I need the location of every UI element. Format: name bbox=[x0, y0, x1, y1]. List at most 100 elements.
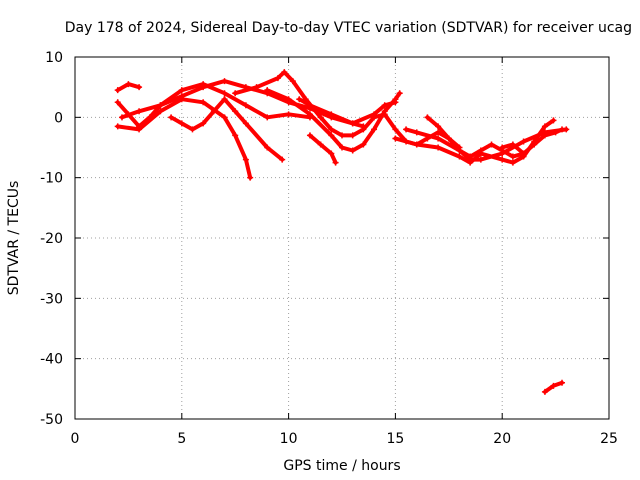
series-line-arc-5 bbox=[169, 97, 227, 132]
data-point bbox=[371, 114, 378, 121]
data-point bbox=[221, 78, 228, 85]
data-point bbox=[403, 126, 410, 133]
data-point bbox=[520, 138, 527, 145]
data-point bbox=[306, 132, 313, 139]
data-point bbox=[467, 159, 474, 166]
x-tick-label: 5 bbox=[177, 431, 186, 447]
series-line-arc-2 bbox=[115, 82, 312, 129]
data-point bbox=[488, 141, 495, 148]
data-point bbox=[136, 126, 143, 133]
data-point bbox=[509, 141, 516, 148]
data-point bbox=[114, 99, 121, 106]
data-point bbox=[541, 123, 548, 130]
data-point bbox=[392, 135, 399, 142]
data-point bbox=[541, 388, 548, 395]
data-point bbox=[242, 102, 249, 109]
data-point bbox=[456, 147, 463, 154]
grid bbox=[75, 57, 609, 419]
data-point bbox=[189, 126, 196, 133]
data-point bbox=[274, 75, 281, 82]
data-point bbox=[550, 117, 557, 124]
data-point bbox=[360, 123, 367, 130]
data-point bbox=[360, 141, 367, 148]
data-point bbox=[281, 69, 288, 76]
data-point bbox=[285, 111, 292, 118]
data-point bbox=[264, 87, 271, 94]
data-point bbox=[242, 156, 249, 163]
data-point bbox=[531, 138, 538, 145]
series-line-arc-7 bbox=[233, 70, 462, 150]
data-point bbox=[381, 102, 388, 109]
data-point bbox=[168, 114, 175, 121]
y-tick-label: 0 bbox=[54, 110, 63, 126]
data-point bbox=[157, 108, 164, 115]
data-point bbox=[200, 120, 207, 127]
data-point bbox=[435, 123, 442, 130]
data-point bbox=[456, 153, 463, 160]
data-point bbox=[306, 102, 313, 109]
chart-title: Day 178 of 2024, Sidereal Day-to-day VTE… bbox=[65, 20, 632, 36]
data-point bbox=[328, 150, 335, 157]
data-point bbox=[349, 132, 356, 139]
data-point bbox=[550, 382, 557, 389]
data-point bbox=[509, 159, 516, 166]
data-point bbox=[317, 114, 324, 121]
data-point bbox=[349, 147, 356, 154]
data-point bbox=[435, 135, 442, 142]
data-point bbox=[136, 108, 143, 115]
data-point bbox=[339, 132, 345, 139]
data-point bbox=[435, 144, 442, 151]
data-point bbox=[125, 81, 132, 88]
y-tick-label: -50 bbox=[40, 412, 63, 428]
data-point bbox=[559, 126, 566, 133]
data-point bbox=[328, 126, 335, 133]
data-point bbox=[328, 111, 335, 118]
data-point bbox=[424, 114, 431, 121]
data-point bbox=[157, 102, 164, 109]
data-point bbox=[221, 96, 228, 103]
data-point bbox=[332, 159, 339, 166]
data-point bbox=[392, 126, 399, 133]
series-line-arc-13 bbox=[393, 118, 556, 165]
data-point bbox=[296, 96, 303, 103]
data-point bbox=[114, 123, 121, 130]
y-tick-label: -40 bbox=[40, 352, 63, 368]
data-point bbox=[413, 141, 420, 148]
x-tick-label: 10 bbox=[280, 431, 298, 447]
data-point bbox=[232, 108, 239, 115]
data-point bbox=[541, 132, 548, 139]
data-point bbox=[499, 156, 506, 163]
y-tick-label: -10 bbox=[40, 171, 63, 187]
data-point bbox=[114, 87, 121, 94]
data-point bbox=[509, 153, 516, 160]
data-point bbox=[279, 156, 286, 163]
data-point bbox=[264, 114, 271, 121]
data-point bbox=[232, 132, 239, 139]
data-point bbox=[200, 84, 207, 91]
data-point bbox=[232, 90, 239, 97]
data-point bbox=[396, 90, 403, 97]
data-point bbox=[285, 96, 292, 103]
data-point bbox=[349, 120, 356, 127]
x-tick-label: 25 bbox=[600, 431, 618, 447]
plot-frame bbox=[74, 56, 610, 420]
series-line-arc-10 bbox=[308, 133, 338, 165]
data-point bbox=[136, 84, 143, 91]
data-point bbox=[247, 174, 254, 181]
x-tick-label: 0 bbox=[71, 431, 80, 447]
data-point bbox=[381, 108, 388, 115]
data-point bbox=[435, 129, 442, 136]
data-point bbox=[289, 78, 296, 85]
x-axis-label: GPS time / hours bbox=[283, 458, 400, 474]
data-point bbox=[520, 150, 527, 157]
data-point bbox=[264, 144, 271, 151]
data-point bbox=[178, 87, 185, 94]
data-point bbox=[178, 120, 185, 127]
data-point bbox=[499, 144, 506, 151]
y-tick-label: 10 bbox=[45, 50, 63, 66]
x-tick-label: 20 bbox=[493, 431, 511, 447]
data-point bbox=[210, 108, 217, 115]
data-point bbox=[413, 129, 420, 136]
y-tick-label: -20 bbox=[40, 231, 63, 247]
